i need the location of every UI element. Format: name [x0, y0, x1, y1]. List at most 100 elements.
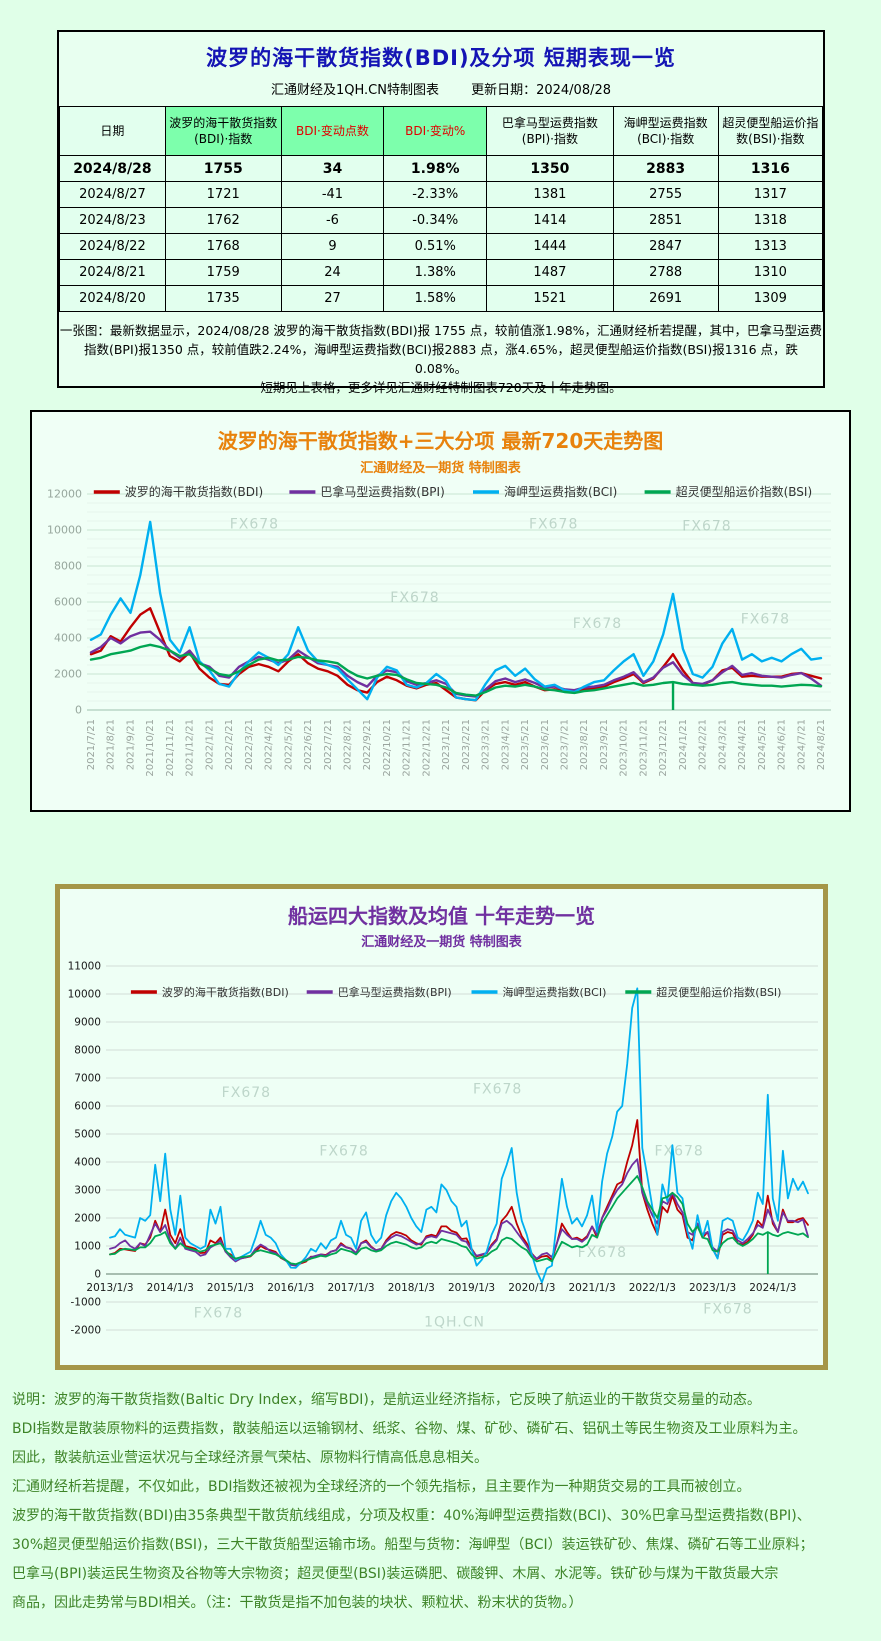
table-cell: 1317 [717, 181, 824, 208]
x-axis-tick-label: 2020/1/3 [508, 1282, 555, 1294]
x-axis-tick-label: 2023/5/21 [520, 719, 531, 770]
legend-label: 巴拿马型运费指数(BPI) [338, 985, 452, 999]
table-cell: 1.58% [383, 285, 488, 312]
table-cell: 1.38% [383, 259, 488, 286]
table-cell: 24 [280, 259, 385, 286]
note-line: 一张图：最新数据显示，2024/08/28 波罗的海干散货指数(BDI)报 17… [59, 323, 823, 338]
table-row: 2024/8/20 1735 27 1.58% 1521 2691 1309 [59, 285, 824, 312]
x-axis-tick-label: 2024/1/21 [678, 719, 689, 770]
table-cell: 1310 [717, 259, 824, 286]
y-axis-tick-label: 7000 [74, 1073, 101, 1085]
table-cell: 0.51% [383, 233, 488, 260]
table-cell: -6 [280, 207, 385, 234]
watermark: FX678 [319, 1143, 368, 1159]
x-axis-tick-label: 2022/6/21 [303, 719, 314, 770]
chart-10y-subtitle: 汇通财经及一期货 特制图表 [361, 935, 522, 950]
y-axis-tick-label: 10000 [47, 524, 82, 537]
x-axis-tick-label: 2022/12/21 [421, 719, 432, 777]
table-cell: -2.33% [383, 181, 488, 208]
source-label: 汇通财经及1QH.CN特制图表 [270, 83, 439, 98]
column-header: 波罗的海干散货指数(BDI)·指数 [164, 106, 282, 156]
table-header-row: 日期 波罗的海干散货指数(BDI)·指数 BDI·变动点数 BDI·变动% 巴拿马型运费… [59, 106, 824, 156]
x-axis-tick-label: 2023/7/21 [560, 719, 571, 770]
x-axis-tick-label: 2024/3/21 [717, 719, 728, 770]
table-cell: 1521 [486, 285, 614, 312]
legend-label: 波罗的海干散货指数(BDI) [125, 484, 263, 499]
table-cell: -0.34% [383, 207, 488, 234]
chart-720d-title: 波罗的海干散货指数+三大分项 最新720天走势图 [217, 429, 664, 453]
chart-10y-title: 船运四大指数及均值 十年走势一览 [288, 904, 595, 928]
table-cell: 1759 [164, 259, 282, 286]
x-axis-tick-label: 2016/1/3 [267, 1282, 314, 1294]
x-axis-tick-label: 2023/1/3 [689, 1282, 736, 1294]
x-axis-tick-label: 2022/9/21 [362, 719, 373, 770]
y-axis-tick-label: 2000 [54, 668, 82, 681]
table-cell: 2847 [612, 233, 719, 260]
watermark: FX678 [529, 517, 578, 533]
x-axis-tick-label: 2024/1/3 [749, 1282, 796, 1294]
column-header: 日期 [59, 106, 166, 156]
x-axis-tick-label: 2021/9/21 [125, 719, 136, 770]
chart-720d-subtitle: 汇通财经及一期货 特制图表 [360, 461, 521, 476]
x-axis-tick-label: 2022/4/21 [264, 719, 275, 770]
x-axis-tick-label: 2021/7/21 [86, 719, 97, 770]
watermark: FX678 [194, 1305, 243, 1321]
table-panel-subtitle: 汇通财经及1QH.CN特制图表 更新日期：2024/08/28 [59, 79, 823, 98]
y-axis-tick-label: 4000 [54, 632, 82, 645]
explanation-line: 因此，散装航运业营运状况与全球经济景气荣枯、原物料行情高低息息相关。 [12, 1450, 488, 1466]
table-row: 2024/8/28 1755 34 1.98% 1350 2883 1316 [59, 155, 824, 182]
watermark: FX678 [230, 517, 279, 533]
column-header: BDI·变动% [383, 106, 488, 156]
table-cell: 2024/8/28 [59, 155, 166, 182]
table-cell: 2755 [612, 181, 719, 208]
x-axis-tick-label: 2022/1/3 [629, 1282, 676, 1294]
table-cell: 1755 [164, 155, 282, 182]
table-cell: 2024/8/23 [59, 207, 166, 234]
x-axis-tick-label: 2024/8/21 [816, 719, 827, 770]
table-cell: 1350 [486, 155, 614, 182]
y-axis-tick-label: 8000 [54, 560, 82, 573]
explanation-text: 说明：波罗的海干散货指数(Baltic Dry Index，缩写BDI)，是航运… [12, 1386, 872, 1618]
table-cell: 2883 [612, 155, 719, 182]
series-line [89, 520, 823, 702]
y-axis-tick-label: 3000 [74, 1185, 101, 1197]
x-axis-tick-label: 2024/4/21 [737, 719, 748, 770]
table-body: 2024/8/28 1755 34 1.98% 1350 2883 1316 2024/8/2… [59, 155, 824, 312]
y-axis-tick-label: 9000 [74, 1017, 101, 1029]
table-cell: 1309 [717, 285, 824, 312]
table-cell: 1721 [164, 181, 282, 208]
y-axis-tick-label: 0 [94, 1269, 101, 1281]
column-header: BDI·变动点数 [280, 106, 385, 156]
table-cell: 1735 [164, 285, 282, 312]
y-axis-tick-label: 6000 [54, 596, 82, 609]
watermark: FX678 [703, 1302, 752, 1318]
note-line: 短期见上表格，更多详见汇通财经特制图表720天及十年走势图。 [260, 380, 622, 395]
y-axis-tick-label: 5000 [74, 1129, 101, 1141]
trend-chart-10y-panel: 船运四大指数及均值 十年走势一览 汇通财经及一期货 特制图表 -2000 -100… [55, 884, 828, 1370]
table-cell: 1414 [486, 207, 614, 234]
x-axis-tick-label: 2022/5/21 [283, 719, 294, 770]
x-axis-tick-label: 2018/1/3 [388, 1282, 435, 1294]
watermark: FX678 [573, 616, 622, 632]
legend-label: 海岬型运费指数(BCI) [503, 985, 607, 999]
table-cell: 1487 [486, 259, 614, 286]
table-cell: 1318 [717, 207, 824, 234]
x-axis-tick-label: 2021/8/21 [106, 719, 117, 770]
table-cell: 1762 [164, 207, 282, 234]
table-cell: 2691 [612, 285, 719, 312]
watermark: FX678 [578, 1245, 627, 1261]
explanation-line: BDI指数是散装原物料的运费指数，散装船运以运输钢材、纸浆、谷物、煤、矿砂、磷矿… [12, 1421, 807, 1437]
x-axis-tick-label: 2015/1/3 [207, 1282, 254, 1294]
legend-label: 超灵便型船运价指数(BSI) [676, 484, 813, 499]
x-axis-tick-label: 2023/6/21 [540, 719, 551, 770]
trend-chart-720d: 0 2000 4000 6000 8000 10000 12000 2021/7/21 2021… [47, 484, 831, 777]
table-cell: 2851 [612, 207, 719, 234]
table-cell: 2024/8/27 [59, 181, 166, 208]
table-cell: 1381 [486, 181, 614, 208]
table-row: 2024/8/21 1759 24 1.38% 1487 2788 1310 [59, 259, 824, 286]
y-axis-tick-label: 8000 [74, 1045, 101, 1057]
y-axis-tick-label: -2000 [70, 1325, 101, 1337]
explanation-line: 说明：波罗的海干散货指数(Baltic Dry Index，缩写BDI)，是航运… [12, 1392, 761, 1408]
trend-chart-720d-panel: 波罗的海干散货指数+三大分项 最新720天走势图 汇通财经及一期货 特制图表 0… [30, 410, 851, 812]
x-axis-tick-label: 2024/6/21 [777, 719, 788, 770]
